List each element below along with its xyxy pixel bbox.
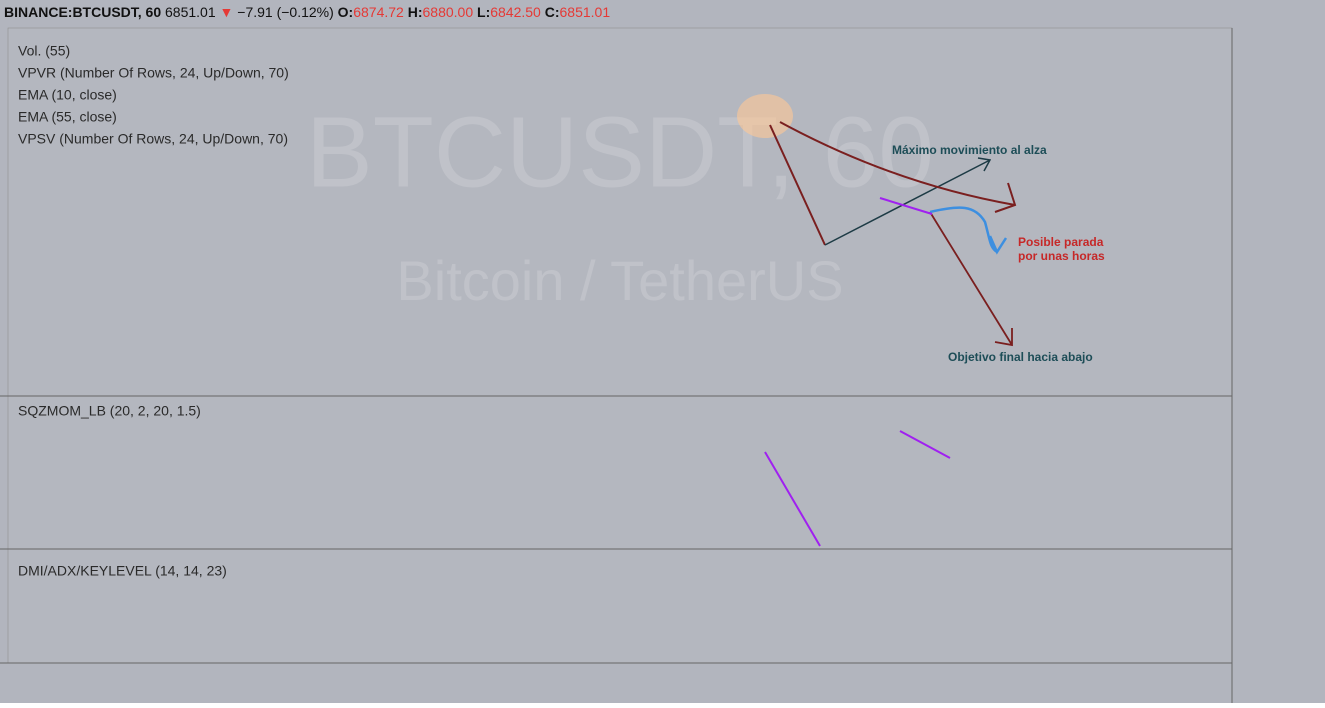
annotation: por unas horas: [1018, 249, 1105, 263]
change-arrow: ▼: [220, 4, 234, 20]
highlight: [737, 94, 793, 138]
drawings: [737, 94, 1017, 547]
legend-entry: EMA (55, close): [18, 109, 117, 125]
arrow: [769, 124, 826, 246]
legend-entry: Vol. (55): [18, 43, 70, 59]
ohlc-value: 6851.01: [560, 4, 611, 20]
symbol: BINANCE:BTCUSDT, 60: [4, 4, 161, 20]
pane-title: DMI/ADX/KEYLEVEL (14, 14, 23): [18, 563, 227, 579]
annotation: Objetivo final hacia abajo: [948, 350, 1093, 364]
watermark: Bitcoin / TetherUS: [396, 249, 843, 312]
ohlc-value: 6880.00: [423, 4, 474, 20]
pane-title: SQZMOM_LB (20, 2, 20, 1.5): [18, 403, 201, 419]
ohlc-key: H:: [408, 4, 423, 20]
trend-line: [764, 451, 821, 547]
last-price: 6851.01: [165, 4, 216, 20]
arrow: [929, 211, 1013, 347]
trend-line: [899, 430, 951, 459]
ohlc-value: 6874.72: [353, 4, 404, 20]
legend-entry: VPVR (Number Of Rows, 24, Up/Down, 70): [18, 65, 289, 81]
annotation: Posible parada: [1018, 235, 1104, 249]
plot-area: [7, 27, 1233, 664]
watermark: BTCUSDT, 60: [306, 96, 934, 208]
change: −7.91 (−0.12%): [237, 4, 334, 20]
ohlc-value: 6842.50: [490, 4, 541, 20]
trend-line: [879, 197, 933, 215]
header: BINANCE:BTCUSDT, 60 6851.01 ▼ −7.91 (−0.…: [4, 4, 610, 20]
ohlc-key: L:: [477, 4, 490, 20]
arrow: [779, 121, 1017, 213]
legend-entry: VPSV (Number Of Rows, 24, Up/Down, 70): [18, 131, 288, 147]
arrow: [824, 157, 992, 246]
annotation: Máximo movimiento al alza: [892, 143, 1047, 157]
ohlc-key: O:: [338, 4, 354, 20]
ohlc-key: C:: [545, 4, 560, 20]
legend-entry: EMA (10, close): [18, 87, 117, 103]
arrow: [929, 206, 1008, 255]
